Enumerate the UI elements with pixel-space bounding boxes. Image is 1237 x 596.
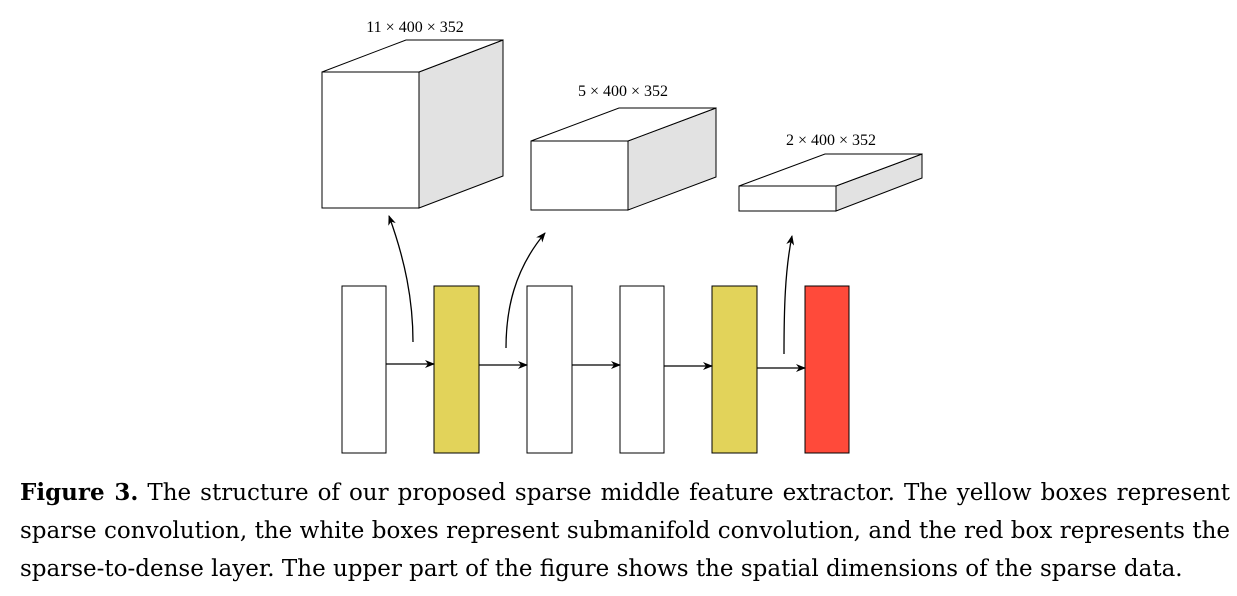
arrow-up-to-volume-3: [783, 235, 795, 355]
volume-1-label: 11 × 400 × 352: [366, 19, 463, 36]
volume-3-front: [738, 185, 837, 212]
volume-2-front: [530, 140, 629, 211]
figure-label: Figure 3.: [20, 479, 139, 506]
layer-box-submanifold-1: [341, 285, 387, 454]
arrow-up-to-volume-1: [388, 215, 414, 343]
figure-caption-text: The structure of our proposed sparse mid…: [20, 480, 1231, 582]
figure-caption: Figure 3. The structure of our proposed …: [20, 474, 1230, 588]
layer-box-sparse-2: [711, 285, 758, 454]
volume-1-front: [321, 71, 420, 209]
volume-1: 11 × 400 × 352: [321, 19, 504, 209]
volume-3: 2 × 400 × 352: [738, 132, 923, 212]
arrow-up-to-volume-2: [505, 232, 546, 349]
feature-extractor-diagram: 11 × 400 × 352 5 × 400 × 352 2 × 400 × 3…: [321, 19, 923, 454]
layer-box-sparse-1: [433, 285, 480, 454]
layer-box-submanifold-3: [619, 285, 665, 454]
volume-2: 5 × 400 × 352: [530, 83, 717, 211]
volume-3-label: 2 × 400 × 352: [786, 132, 876, 149]
layer-box-sparse-to-dense: [804, 285, 850, 454]
volume-2-label: 5 × 400 × 352: [578, 83, 668, 100]
layer-box-submanifold-2: [526, 285, 573, 454]
